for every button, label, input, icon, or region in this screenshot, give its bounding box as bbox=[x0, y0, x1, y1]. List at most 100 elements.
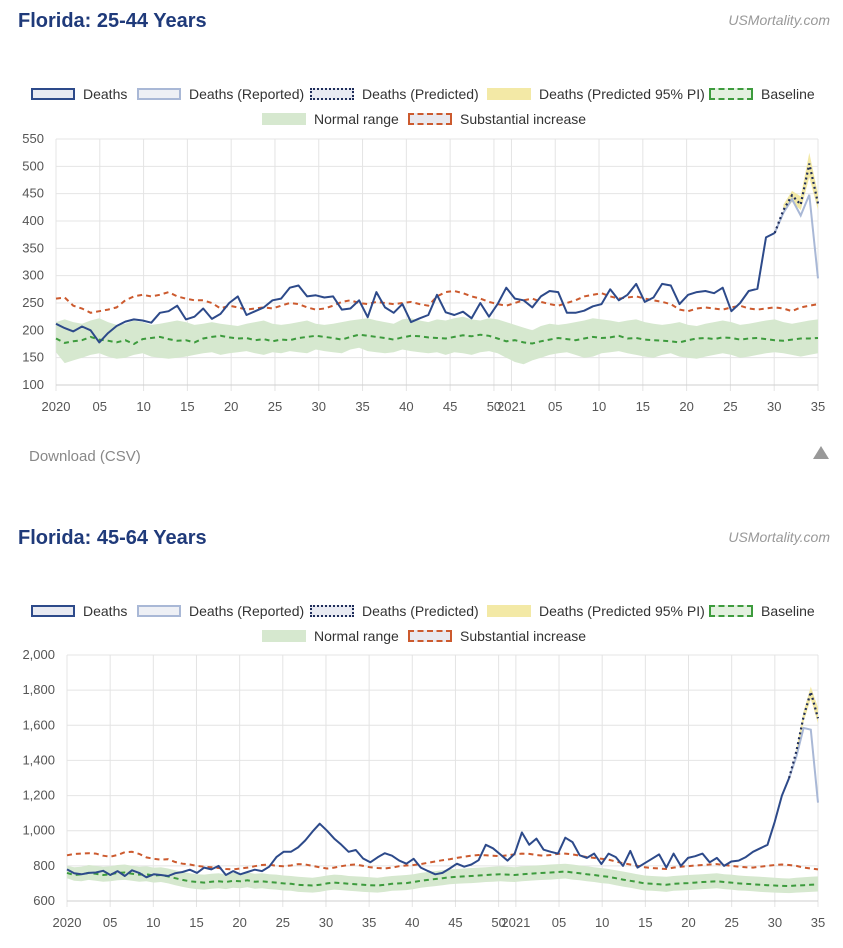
x-tick-label: 45 bbox=[443, 399, 457, 414]
pi-swatch bbox=[487, 605, 531, 617]
y-tick-label: 100 bbox=[22, 377, 44, 392]
legend-item[interactable]: Baseline bbox=[709, 86, 815, 102]
predicted-swatch bbox=[310, 605, 354, 617]
substantial-increase-line bbox=[66, 850, 819, 871]
pi-swatch bbox=[487, 88, 531, 100]
baseline-line bbox=[55, 333, 819, 346]
y-tick-label: 450 bbox=[22, 186, 44, 201]
x-tick-label: 2021 bbox=[501, 915, 530, 930]
y-tick-label: 1,000 bbox=[22, 823, 55, 838]
y-tick-label: 550 bbox=[22, 131, 44, 146]
x-tick-label: 05 bbox=[93, 399, 107, 414]
legend-label: Deaths bbox=[83, 86, 128, 102]
legend-item[interactable]: Normal range bbox=[262, 111, 399, 127]
x-tick-label: 15 bbox=[636, 399, 650, 414]
legend-label: Baseline bbox=[761, 603, 815, 619]
x-tick-label: 35 bbox=[362, 915, 376, 930]
y-tick-label: 300 bbox=[22, 268, 44, 283]
legend-label: Deaths (Reported) bbox=[189, 603, 305, 619]
legend-item[interactable]: Substantial increase bbox=[408, 111, 586, 127]
y-tick-label: 1,400 bbox=[22, 752, 55, 767]
chart-legend: Deaths Deaths (Reported) Deaths (Predicted… bbox=[0, 86, 843, 136]
y-tick-label: 200 bbox=[22, 322, 44, 337]
baseline-line bbox=[66, 870, 819, 888]
substantial-increase-line bbox=[55, 289, 819, 314]
normal-range-swatch bbox=[262, 630, 306, 642]
baseline-swatch bbox=[709, 605, 753, 617]
deaths-reported-line bbox=[788, 726, 819, 803]
y-tick-label: 250 bbox=[22, 295, 44, 310]
download-csv-link[interactable]: Download (CSV) bbox=[29, 448, 141, 465]
x-tick-label: 10 bbox=[146, 915, 160, 930]
x-tick-label: 40 bbox=[405, 915, 419, 930]
legend-label: Baseline bbox=[761, 86, 815, 102]
x-tick-label: 20 bbox=[232, 915, 246, 930]
x-tick-label: 35 bbox=[355, 399, 369, 414]
reported-swatch bbox=[137, 605, 181, 617]
x-tick-label: 30 bbox=[319, 915, 333, 930]
x-tick-label: 05 bbox=[103, 915, 117, 930]
x-tick-label: 10 bbox=[592, 399, 606, 414]
x-tick-label: 30 bbox=[768, 915, 782, 930]
legend-label: Deaths (Predicted 95% PI) bbox=[539, 86, 705, 102]
reported-swatch bbox=[137, 88, 181, 100]
baseline-swatch bbox=[709, 88, 753, 100]
y-tick-label: 600 bbox=[33, 893, 55, 908]
legend-item[interactable]: Deaths (Reported) bbox=[137, 603, 304, 619]
y-tick-label: 500 bbox=[22, 158, 44, 173]
x-tick-label: 20 bbox=[224, 399, 238, 414]
legend-label: Deaths (Reported) bbox=[189, 86, 305, 102]
x-tick-label: 2021 bbox=[497, 399, 526, 414]
x-tick-label: 2020 bbox=[53, 915, 82, 930]
source-credit: USMortality.com bbox=[728, 12, 830, 28]
legend-item[interactable]: Deaths bbox=[31, 603, 127, 619]
x-tick-label: 40 bbox=[399, 399, 413, 414]
predicted-swatch bbox=[310, 88, 354, 100]
legend-label: Deaths (Predicted 95% PI) bbox=[539, 603, 705, 619]
deaths-swatch bbox=[31, 605, 75, 617]
legend-label: Deaths (Predicted) bbox=[362, 603, 479, 619]
legend-item[interactable]: Deaths (Predicted 95% PI) bbox=[487, 86, 705, 102]
legend-item[interactable]: Deaths (Predicted) bbox=[310, 86, 479, 102]
legend-item[interactable]: Deaths (Predicted 95% PI) bbox=[487, 603, 705, 619]
legend-item[interactable]: Substantial increase bbox=[408, 628, 586, 644]
x-tick-label: 25 bbox=[723, 399, 737, 414]
x-tick-label: 30 bbox=[312, 399, 326, 414]
substantial-increase-swatch bbox=[408, 113, 452, 125]
x-tick-label: 20 bbox=[681, 915, 695, 930]
chart-title: Florida: 45-64 Years bbox=[18, 527, 207, 549]
legend-label: Substantial increase bbox=[460, 111, 587, 127]
x-tick-label: 50 bbox=[487, 399, 501, 414]
legend-item[interactable]: Deaths (Predicted) bbox=[310, 603, 479, 619]
x-tick-label: 10 bbox=[595, 915, 609, 930]
x-tick-label: 05 bbox=[548, 399, 562, 414]
normal-range-band bbox=[56, 316, 818, 365]
deaths-reported-line bbox=[773, 194, 819, 279]
collapse-up-icon[interactable] bbox=[813, 446, 829, 459]
deaths-line bbox=[55, 232, 776, 344]
y-tick-label: 1,600 bbox=[22, 717, 55, 732]
y-tick-label: 350 bbox=[22, 240, 44, 255]
x-tick-label: 25 bbox=[268, 399, 282, 414]
x-tick-label: 50 bbox=[491, 915, 505, 930]
legend-item[interactable]: Normal range bbox=[262, 628, 399, 644]
legend-item[interactable]: Baseline bbox=[709, 603, 815, 619]
source-credit: USMortality.com bbox=[728, 529, 830, 545]
y-tick-label: 1,200 bbox=[22, 788, 55, 803]
y-tick-label: 800 bbox=[33, 858, 55, 873]
panel-45-64: Florida: 45-64 Years USMortality.com Dea… bbox=[0, 517, 843, 948]
legend-label: Deaths (Predicted) bbox=[362, 86, 479, 102]
y-tick-label: 150 bbox=[22, 350, 44, 365]
legend-item[interactable]: Deaths (Reported) bbox=[137, 86, 304, 102]
y-tick-label: 2,000 bbox=[22, 647, 55, 662]
x-tick-label: 15 bbox=[638, 915, 652, 930]
legend-label: Normal range bbox=[314, 111, 399, 127]
y-tick-label: 400 bbox=[22, 213, 44, 228]
panel-25-44: Florida: 25-44 Years USMortality.com Dea… bbox=[0, 10, 843, 465]
x-tick-label: 25 bbox=[724, 915, 738, 930]
x-tick-label: 45 bbox=[448, 915, 462, 930]
legend-item[interactable]: Deaths bbox=[31, 86, 127, 102]
chart-legend: Deaths Deaths (Reported) Deaths (Predicted… bbox=[0, 603, 843, 653]
x-tick-label: 15 bbox=[180, 399, 194, 414]
